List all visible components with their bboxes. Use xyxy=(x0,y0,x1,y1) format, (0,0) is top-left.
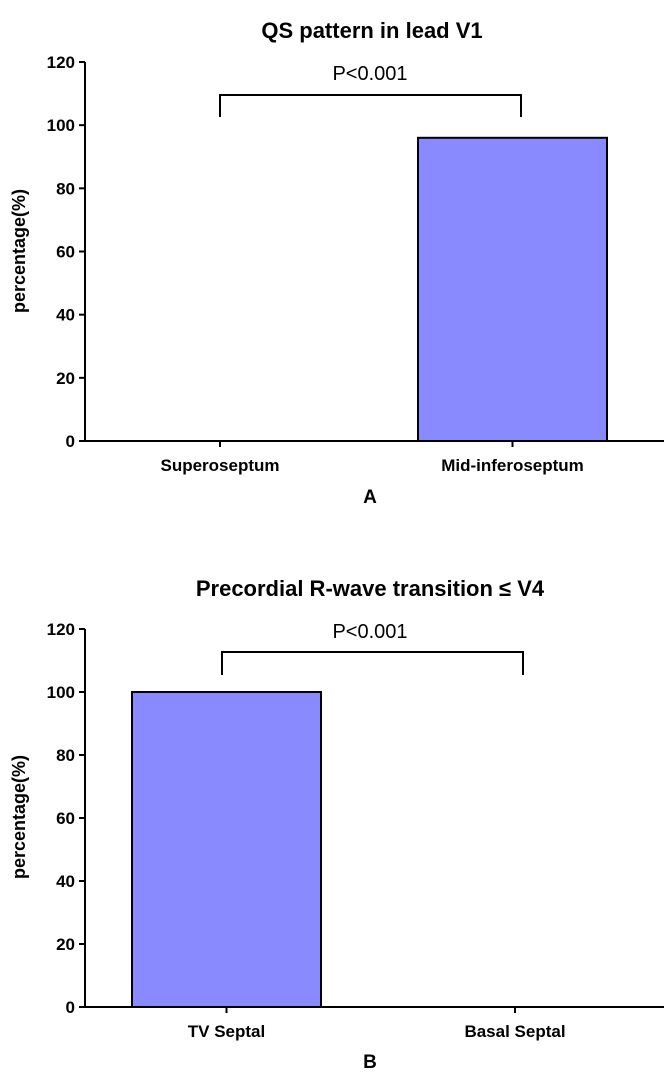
y-tick-label: 0 xyxy=(66,998,75,1017)
y-tick-label: 40 xyxy=(56,872,75,891)
panel-label: A xyxy=(363,487,377,508)
x-tick-label: TV Septal xyxy=(188,1022,265,1041)
y-tick-label: 100 xyxy=(47,116,75,135)
x-tick-label: Superoseptum xyxy=(160,456,279,475)
y-tick-label: 60 xyxy=(56,809,75,828)
bar-tv-septal xyxy=(131,691,322,1008)
y-tick-label: 100 xyxy=(47,683,75,702)
chart-a: QS pattern in lead V1 percentage(%) P<0.… xyxy=(9,18,664,508)
panel-label: B xyxy=(363,1052,377,1073)
p-value-annotation: P<0.001 xyxy=(332,621,407,643)
bar-mid-inferoseptum xyxy=(417,136,608,443)
y-tick-label: 20 xyxy=(56,935,75,954)
x-tick-label: Mid-inferoseptum xyxy=(441,456,584,475)
y-tick-label: 0 xyxy=(66,432,75,451)
chart-b: Precordial R-wave transition ≤ V4 percen… xyxy=(9,576,664,1073)
x-tick-label: Basal Septal xyxy=(464,1022,565,1041)
chart-title: QS pattern in lead V1 xyxy=(261,18,482,43)
y-tick-label: 80 xyxy=(56,179,75,198)
significance-bracket xyxy=(221,651,524,675)
y-tick-label: 60 xyxy=(56,243,75,262)
y-tick-label: 20 xyxy=(56,369,75,388)
y-tick-label: 120 xyxy=(47,53,75,72)
p-value-annotation: P<0.001 xyxy=(332,63,407,85)
chart-title: Precordial R-wave transition ≤ V4 xyxy=(196,576,545,601)
y-tick-label: 120 xyxy=(47,620,75,639)
significance-bracket xyxy=(219,94,522,117)
y-tick-label: 40 xyxy=(56,306,75,325)
y-tick-label: 80 xyxy=(56,746,75,765)
y-axis-label: percentage(%) xyxy=(9,755,29,879)
y-axis-label: percentage(%) xyxy=(9,189,29,313)
